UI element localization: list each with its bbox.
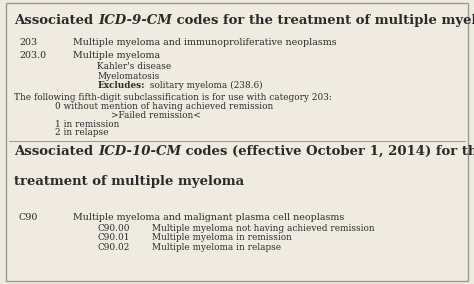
Text: codes (effective October 1, 2014) for the: codes (effective October 1, 2014) for th… [181,145,474,158]
Text: Multiple myeloma and immunoproliferative neoplasms: Multiple myeloma and immunoproliferative… [73,38,337,47]
Text: C90.02: C90.02 [97,243,129,252]
Text: 203.0: 203.0 [19,51,46,60]
Text: 1 in remission: 1 in remission [55,120,119,129]
Text: The following fifth-digit subclassification is for use with category 203:: The following fifth-digit subclassificat… [14,93,332,102]
Text: ICD-9-CM: ICD-9-CM [98,14,172,27]
Text: 0 without mention of having achieved remission: 0 without mention of having achieved rem… [55,102,273,111]
Text: Associated: Associated [14,145,98,158]
Text: Multiple myeloma not having achieved remission: Multiple myeloma not having achieved rem… [152,224,374,233]
Text: treatment of multiple myeloma: treatment of multiple myeloma [14,175,244,188]
Text: solitary myeloma (238.6): solitary myeloma (238.6) [147,81,263,90]
Text: Associated: Associated [14,14,98,27]
Text: Multiple myeloma in relapse: Multiple myeloma in relapse [152,243,281,252]
Text: Myelomatosis: Myelomatosis [97,72,160,81]
Text: C90.01: C90.01 [97,233,130,243]
Text: 203: 203 [19,38,37,47]
Text: Kahler's disease: Kahler's disease [97,62,172,72]
Text: Multiple myeloma: Multiple myeloma [73,51,161,60]
Text: Multiple myeloma and malignant plasma cell neoplasms: Multiple myeloma and malignant plasma ce… [73,213,345,222]
Text: C90.00: C90.00 [97,224,130,233]
Text: 2 in relapse: 2 in relapse [55,128,108,137]
Text: Excludes:: Excludes: [97,81,145,90]
Text: C90: C90 [19,213,38,222]
Text: >Failed remission<: >Failed remission< [111,111,201,120]
Text: codes for the treatment of multiple myeloma: codes for the treatment of multiple myel… [172,14,474,27]
Text: ICD-10-CM: ICD-10-CM [98,145,181,158]
Text: Multiple myeloma in remission: Multiple myeloma in remission [152,233,292,243]
